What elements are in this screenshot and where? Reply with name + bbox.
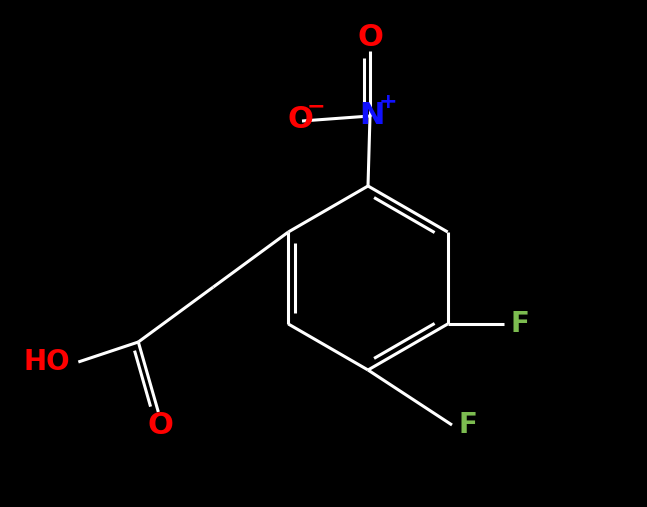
Text: HO: HO [24, 348, 71, 376]
Text: F: F [510, 310, 529, 338]
Text: F: F [459, 411, 477, 439]
Text: O: O [287, 105, 313, 134]
Text: O: O [357, 22, 383, 52]
Text: O: O [148, 412, 173, 441]
Text: N: N [359, 101, 385, 130]
Text: −: − [307, 96, 325, 116]
Text: +: + [378, 92, 397, 112]
